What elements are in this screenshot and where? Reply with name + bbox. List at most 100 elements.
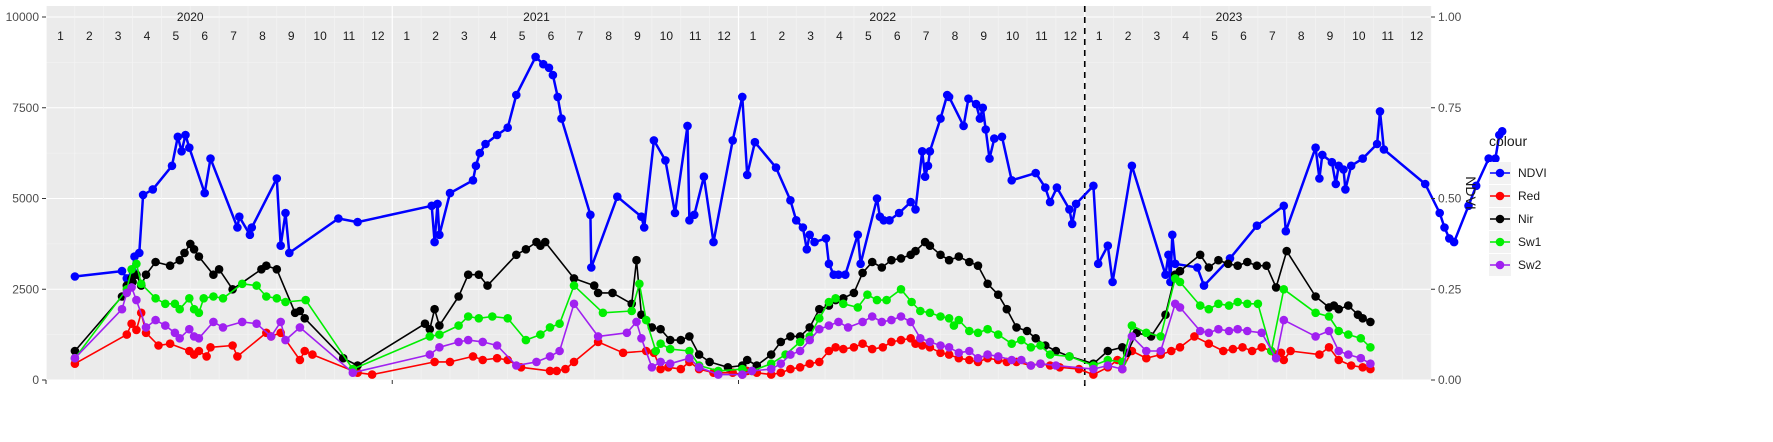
legend-label-ndvi: NDVI: [1518, 166, 1547, 180]
sw1-point: [1233, 297, 1242, 307]
sw2-point: [896, 312, 906, 321]
month-label: 9: [1327, 29, 1334, 43]
ndvi-point: [1093, 259, 1103, 269]
sw2-point: [1089, 364, 1098, 374]
sw2-point: [1334, 346, 1343, 356]
ndvi-point: [911, 205, 920, 214]
ndvi-point: [920, 172, 930, 181]
sw1-point: [545, 323, 555, 332]
red-point: [839, 344, 848, 354]
nir-point: [786, 332, 795, 341]
sw2-point: [1156, 346, 1165, 356]
month-label: 2: [86, 29, 93, 43]
red-point: [569, 357, 579, 367]
ndvi-point: [639, 223, 649, 232]
month-label: 6: [201, 29, 208, 43]
ndvi-point: [802, 245, 812, 254]
sw2-point: [1118, 364, 1127, 374]
sw1-point: [839, 299, 848, 309]
nir-point: [1252, 261, 1262, 271]
month-label: 11: [689, 29, 702, 43]
red-point: [127, 319, 136, 329]
month-label: 11: [343, 29, 356, 43]
red-point: [308, 350, 317, 359]
ndvi-point: [649, 136, 659, 145]
nir-point: [521, 245, 531, 254]
sw2-point: [786, 350, 795, 359]
month-label: 12: [717, 29, 731, 43]
sw2-point: [647, 363, 657, 372]
sw2-point: [685, 353, 694, 363]
red-point: [676, 364, 686, 374]
ndvi-point: [923, 161, 933, 171]
red-point: [965, 355, 974, 365]
sw2-point: [843, 323, 853, 332]
ndvi-point: [167, 161, 177, 171]
ndvi-point: [1331, 179, 1341, 189]
ndvi-point: [742, 170, 752, 180]
ndvi-point: [1089, 181, 1098, 191]
legend-key-point: [1495, 191, 1505, 201]
red-point: [154, 341, 163, 350]
ndvi-point: [690, 210, 699, 220]
sw2-point: [983, 350, 992, 359]
sw2-point: [512, 361, 521, 370]
ndvi-point: [481, 139, 490, 149]
sw2-point: [348, 368, 358, 378]
nir-point: [656, 324, 665, 334]
legend: colour NDVI Red Nir Sw1 Sw2: [1489, 133, 1547, 276]
month-label: 7: [230, 29, 237, 43]
ndvi-point: [709, 237, 718, 247]
sw1-point: [872, 295, 882, 305]
sw1-point: [218, 294, 228, 303]
sw2-point: [281, 335, 290, 345]
year-label: 2021: [523, 10, 550, 24]
bottom-axis: [45, 380, 1086, 384]
ndvi-point: [1315, 174, 1324, 183]
sw1-point: [641, 315, 651, 325]
ndvi-point: [1327, 157, 1337, 167]
nir-point: [1271, 283, 1281, 292]
nir-point: [925, 241, 935, 250]
ndvi-point: [1045, 197, 1055, 207]
ndvi-point: [272, 174, 282, 183]
sw2-point: [151, 315, 160, 325]
sw2-point: [1195, 326, 1205, 336]
ndvi-point: [613, 192, 622, 201]
sw1-point: [685, 346, 694, 356]
red-point: [300, 346, 310, 356]
red-point: [132, 325, 141, 335]
left-tick-label: 10000: [6, 10, 40, 24]
month-label: 1: [403, 29, 410, 43]
ndvi-point: [435, 230, 444, 240]
ndvi-point: [276, 241, 286, 250]
sw2-point: [1271, 353, 1281, 363]
sw2-point: [266, 332, 276, 341]
nir-point: [742, 355, 752, 365]
nir-point: [1311, 292, 1320, 301]
month-label: 9: [980, 29, 987, 43]
sw1-point: [1007, 339, 1016, 349]
red-point: [561, 364, 570, 374]
nir-point: [272, 265, 282, 274]
sw2-point: [954, 348, 964, 358]
sw1-point: [454, 321, 463, 330]
nir-point: [911, 246, 920, 256]
sw2-point: [454, 337, 463, 347]
sw1-point: [151, 294, 160, 303]
sw2-point: [1036, 359, 1045, 369]
red-point: [805, 359, 814, 369]
sw2-point: [1127, 332, 1137, 341]
sw1-point: [252, 281, 261, 290]
ndvi-point: [786, 196, 795, 205]
sw2-point: [593, 332, 603, 341]
year-label: 2022: [869, 10, 896, 24]
sw1-point: [973, 328, 983, 338]
sw1-point: [1344, 330, 1353, 339]
series-ndvi: [70, 52, 1507, 290]
ndvi-point: [117, 266, 127, 276]
red-point: [1238, 343, 1247, 352]
sw1-point: [175, 304, 184, 314]
ndvi-point: [430, 237, 439, 247]
nir-point: [1366, 317, 1375, 327]
